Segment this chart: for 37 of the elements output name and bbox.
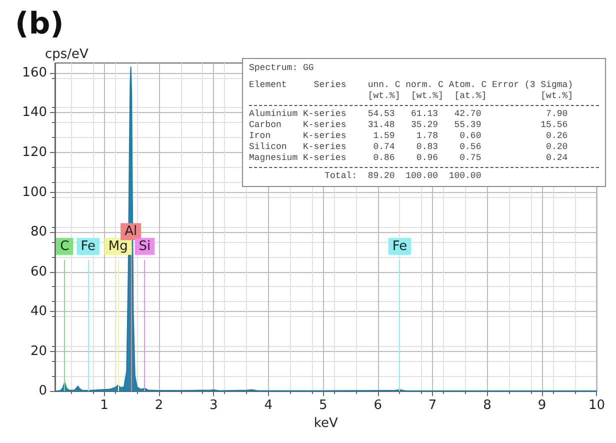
y-tick-label: 40 [30,304,47,320]
y-axis-title: cps/eV [45,47,89,62]
ref-line-label: Fe [392,238,408,254]
annotation: Element Series unn. C norm. C Atom. C Error (3 Sigma) [249,80,574,91]
ref-line-label: Mg [108,238,128,254]
x-tick-label: 1 [100,398,108,414]
annotation: Carbon K-series 31.48 35.29 55.39 15.56 [249,120,569,131]
x-tick-label: 5 [318,398,328,414]
x-axis-title: keV [314,416,338,431]
annotation: Iron K-series 1.59 1.78 0.60 0.26 [249,131,569,142]
ref-line-label: Si [138,238,151,254]
y-tick-label: 0 [38,384,47,399]
y-tick-label: 60 [30,264,47,280]
chart-title: (b) [15,6,64,42]
x-tick-label: 2 [154,398,164,414]
x-tick-label: 7 [428,398,437,414]
x-tick-label: 6 [374,398,382,414]
annotation: Magnesium K-series 0.86 0.96 0.75 0.24 [249,153,569,164]
x-tick-label: 4 [264,398,273,414]
annotation: [wt.%] [wt.%] [at.%] [wt.%] [366,91,574,102]
annotation: Aluminium K-series 54.53 61.13 42.70 7.90 [249,105,599,120]
y-tick-label: 160 [22,65,47,80]
y-tick-label: 140 [22,105,47,120]
annotation: Silicon K-series 0.74 0.83 0.56 0.20 [249,142,569,153]
y-tick-label: 120 [22,144,47,160]
x-tick-label: 10 [588,398,605,414]
x-tick-label: 8 [483,398,492,414]
annotation: Total: 89.20 100.00 100.00 [249,167,599,182]
annotation: Spectrum: GG [249,63,315,74]
x-tick-label: 3 [210,398,218,414]
y-tick-label: 20 [30,344,47,359]
ref-line-label: Al [124,224,138,240]
y-tick-label: 80 [30,224,47,240]
x-tick-label: 9 [538,398,546,414]
ref-line-label: C [60,238,70,254]
ref-line-label: Fe [80,238,96,254]
y-tick-label: 100 [22,184,47,200]
